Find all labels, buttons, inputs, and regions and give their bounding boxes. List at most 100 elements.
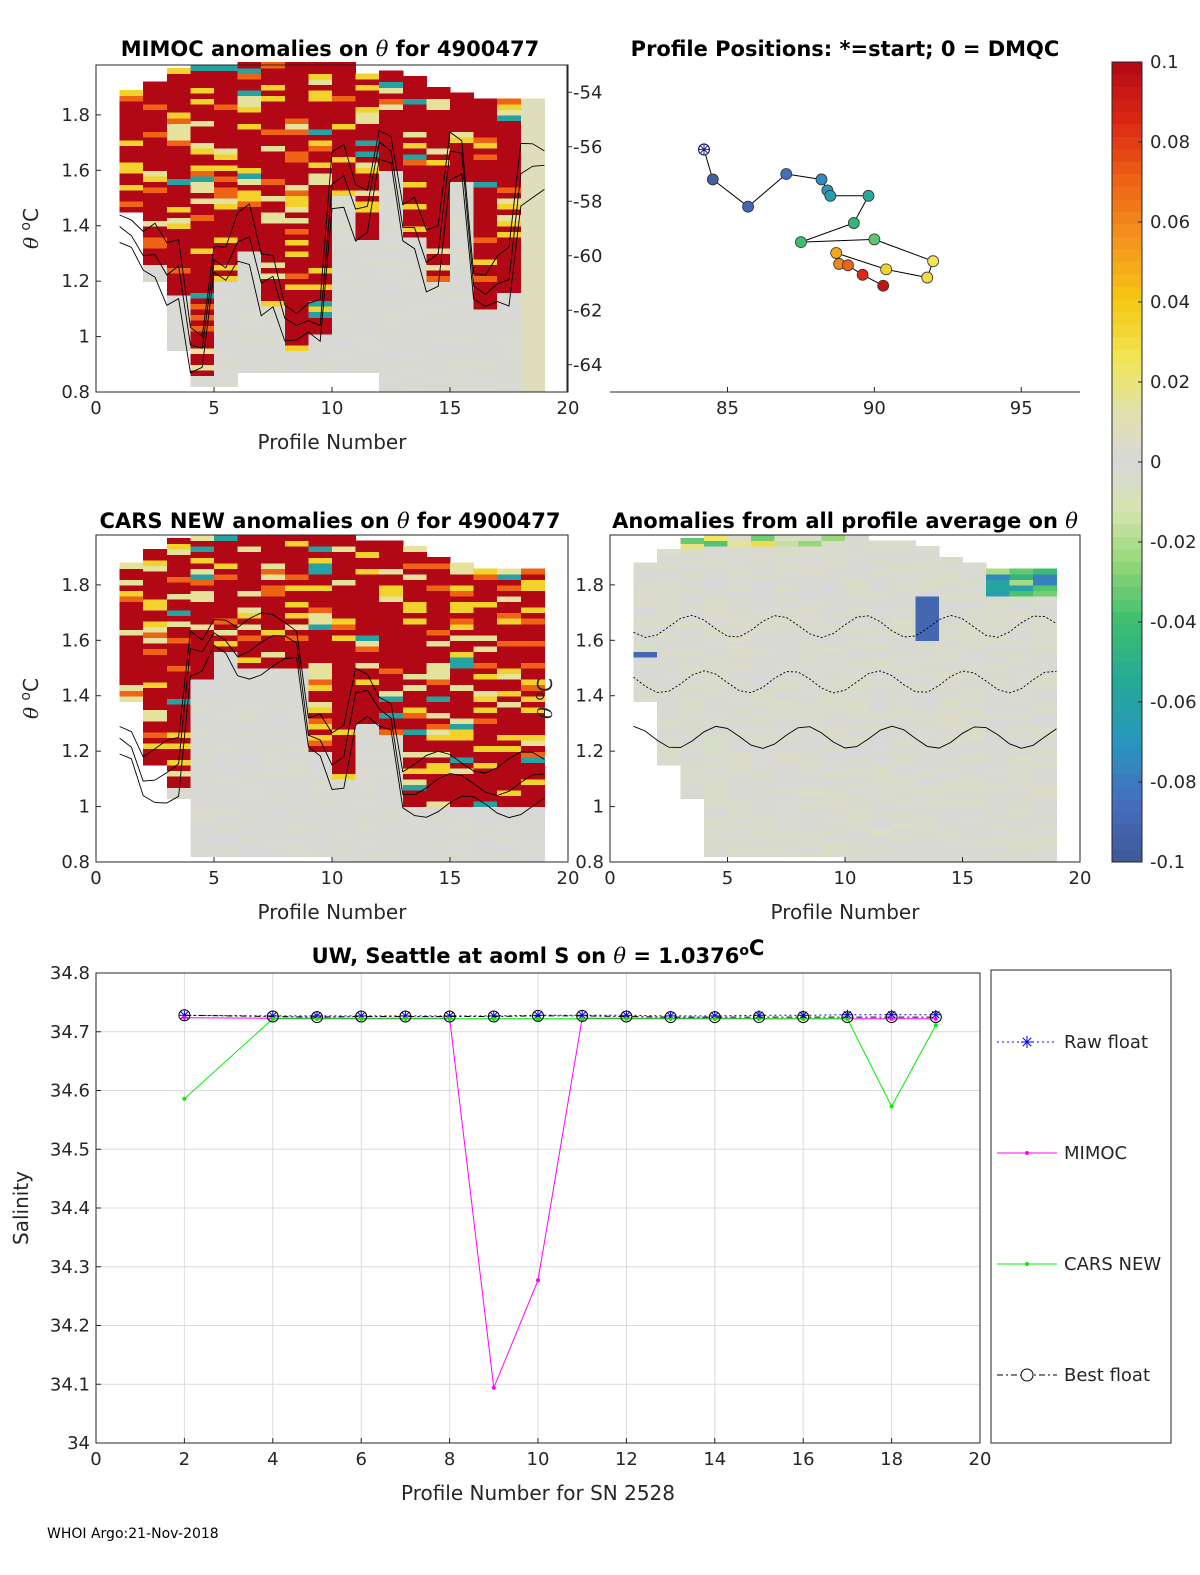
- mimoc-cell: [237, 250, 262, 257]
- avg-cell: [986, 712, 1011, 719]
- avg-cell: [821, 767, 846, 774]
- cars-cell: [237, 784, 262, 791]
- mimoc-cell: [308, 78, 333, 85]
- mimoc-cell: [355, 211, 380, 219]
- mimoc-cell: [237, 367, 262, 374]
- mimoc-cell: [284, 161, 309, 169]
- mimoc-cell: [426, 181, 451, 188]
- avg-cell: [845, 690, 870, 697]
- mimoc-cell: [497, 120, 522, 127]
- mimoc-cell: [214, 109, 239, 116]
- mimoc-xtick-label: 15: [439, 398, 462, 419]
- mimoc-title: MIMOC anomalies on θ for 4900477: [121, 37, 539, 61]
- avg-cell: [986, 662, 1011, 669]
- avg-cell: [821, 590, 846, 597]
- cars-cell: [426, 618, 451, 625]
- mimoc-cell: [355, 161, 380, 169]
- mimoc-cell: [450, 164, 475, 171]
- cars-cell: [190, 751, 215, 758]
- cars-cell: [214, 801, 239, 808]
- avg-cell: [774, 573, 799, 580]
- avg-cell: [751, 540, 776, 547]
- cars-cell: [284, 784, 309, 791]
- avg-cell: [704, 634, 729, 641]
- cars-cell: [379, 839, 404, 846]
- mimoc-cell: [426, 286, 451, 293]
- mimoc-cell: [426, 159, 451, 166]
- cars-cell: [332, 845, 357, 852]
- avg-cell: [751, 645, 776, 652]
- avg-cell: [892, 712, 917, 719]
- cars-cell: [355, 645, 380, 652]
- avg-cell: [915, 618, 940, 625]
- mimoc-cell: [497, 181, 522, 188]
- mimoc-cell: [402, 159, 427, 166]
- cars-cell: [308, 740, 333, 747]
- cars-cell: [214, 740, 239, 747]
- cars-cell: [332, 801, 357, 808]
- cars-cell: [473, 795, 498, 802]
- cars-cell: [497, 690, 522, 697]
- cars-cell: [261, 612, 286, 619]
- avg-cell: [939, 695, 964, 702]
- cars-cell: [237, 618, 262, 625]
- salinity-point-cars-new: [712, 1016, 717, 1021]
- cars-cell: [355, 629, 380, 636]
- cars-cell: [308, 762, 333, 769]
- mimoc-cell: [143, 137, 168, 144]
- mimoc-cell: [473, 120, 498, 127]
- avg-cell: [821, 712, 846, 719]
- mimoc-cell: [261, 206, 286, 213]
- mimoc-cell: [426, 347, 451, 354]
- mimoc-xtick-label: 5: [208, 398, 219, 419]
- avg-cell: [1009, 601, 1034, 608]
- mimoc-cell: [473, 98, 498, 105]
- cars-cell: [308, 546, 333, 553]
- mimoc-cell: [308, 178, 333, 185]
- mimoc-cell: [402, 175, 427, 182]
- avg-cell: [845, 684, 870, 691]
- avg-cell: [939, 706, 964, 713]
- cars-cell: [450, 823, 475, 830]
- cars-cell: [119, 634, 144, 641]
- avg-cell: [845, 662, 870, 669]
- cars-cell: [143, 582, 168, 589]
- avg-cell: [986, 828, 1011, 835]
- salinity-point-mimoc: [933, 1016, 938, 1021]
- mimoc-cell: [355, 101, 380, 108]
- avg-cell: [962, 712, 987, 719]
- cars-cell: [450, 784, 475, 791]
- mimoc-cell: [355, 306, 380, 313]
- mimoc-cell: [426, 358, 451, 365]
- salinity-ytick-label: 34.8: [50, 963, 90, 984]
- mimoc-cell: [284, 355, 309, 363]
- mimoc-cell: [355, 106, 380, 113]
- mimoc-cell: [426, 236, 451, 243]
- cars-cell: [332, 795, 357, 802]
- mimoc-cell: [355, 173, 380, 180]
- cars-cell: [473, 823, 498, 830]
- avg-cell: [892, 673, 917, 680]
- cars-cell: [379, 695, 404, 702]
- mimoc-cell: [214, 292, 239, 299]
- avg-cell: [868, 789, 893, 797]
- avg-cell: [892, 601, 917, 608]
- avg-cell: [845, 673, 870, 680]
- cars-cell: [379, 590, 404, 597]
- avg-cell: [751, 778, 776, 786]
- cars-cell: [166, 626, 191, 633]
- cars-cell: [450, 640, 475, 647]
- cars-cell: [520, 789, 545, 797]
- cars-cell: [450, 573, 475, 580]
- mimoc-cell: [284, 189, 309, 196]
- cars-cell: [426, 706, 451, 713]
- cars-cell: [426, 573, 451, 580]
- cars-cell: [284, 607, 309, 614]
- mimoc-cell: [143, 131, 168, 138]
- mimoc-cell: [450, 347, 475, 354]
- mimoc-cell: [261, 239, 286, 246]
- cars-cell: [379, 834, 404, 841]
- cars-cell: [143, 598, 168, 605]
- mimoc-cell: [308, 267, 333, 274]
- mimoc-cell: [237, 283, 262, 291]
